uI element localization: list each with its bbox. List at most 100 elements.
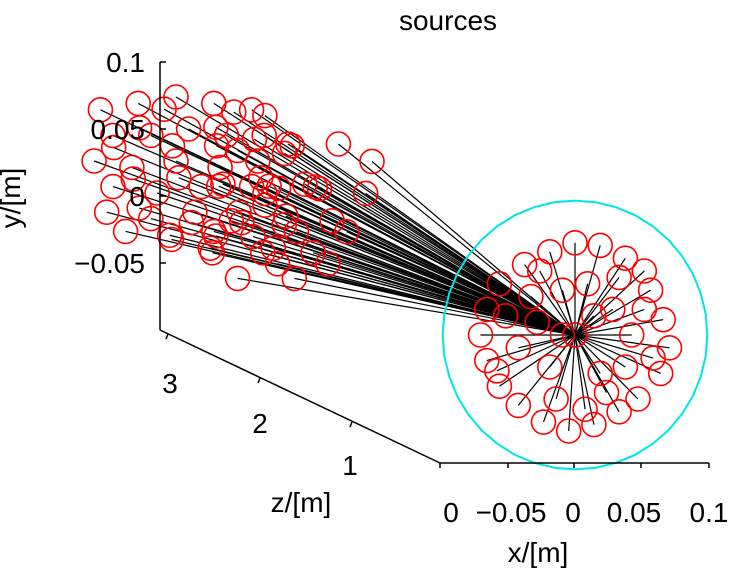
source-marker [333, 219, 360, 245]
source-line [496, 334, 576, 372]
source-line [574, 334, 608, 393]
source-line [338, 143, 576, 336]
source-line [574, 289, 651, 336]
source-marker [207, 154, 233, 181]
source-marker [144, 180, 170, 206]
source-marker [526, 258, 553, 284]
source-marker [315, 250, 341, 277]
source-line [574, 334, 639, 400]
y-tick-label: 0.1 [106, 47, 145, 78]
source-marker [486, 373, 513, 400]
source-marker [536, 354, 563, 380]
source-marker [467, 322, 494, 348]
source-marker [612, 354, 639, 380]
source-marker [166, 165, 192, 191]
source-marker [224, 265, 251, 292]
source-marker [606, 398, 632, 425]
chart-title: sources [399, 5, 497, 36]
source-marker [549, 322, 576, 348]
source-line [574, 334, 654, 359]
source-marker [120, 166, 147, 192]
source-marker [87, 97, 114, 123]
source-marker [203, 114, 229, 140]
source-marker [238, 173, 265, 200]
z-tick-mark [349, 421, 353, 428]
source-line [574, 334, 661, 374]
axes-layer: 0 −0.05 0 0.05 0.1 3 2 1 0.1 0.05 0 −0.05 [74, 47, 728, 528]
source-marker [112, 218, 139, 245]
source-marker [224, 137, 251, 164]
source-line [296, 231, 576, 336]
y-tick-label: −0.05 [74, 248, 145, 279]
source-line [518, 334, 576, 349]
source-marker [265, 175, 292, 202]
source-marker [188, 173, 214, 200]
source-marker [505, 392, 532, 419]
source-marker [151, 96, 177, 122]
z-tick-label: 1 [342, 450, 358, 481]
y-axis-label: y/[m] [0, 168, 26, 229]
source-marker [555, 418, 582, 444]
array-center-marker [562, 322, 588, 348]
source-marker [210, 171, 236, 197]
source-line [574, 315, 595, 336]
source-line [284, 152, 576, 336]
z-axis-line [159, 329, 441, 464]
source-line [254, 138, 576, 336]
source-marker [518, 283, 544, 310]
source-marker [156, 222, 183, 249]
source-marker [631, 296, 658, 323]
source-line [574, 257, 626, 336]
x-tick-label: 0 [443, 497, 459, 528]
source-marker [536, 239, 563, 265]
source-line [365, 192, 576, 336]
source-marker [625, 386, 651, 412]
source-marker [581, 411, 607, 438]
source-marker [530, 409, 557, 435]
source-line [252, 236, 576, 336]
source-marker [593, 379, 620, 406]
source-marker [238, 97, 265, 123]
source-marker [587, 360, 614, 387]
source-marker [486, 270, 513, 297]
source-marker [126, 115, 153, 141]
source-marker [599, 296, 626, 323]
source-marker [291, 171, 318, 197]
source-marker [656, 334, 683, 361]
source-marker [93, 199, 120, 225]
source-marker [640, 345, 666, 371]
source-line [233, 111, 576, 336]
source-line [237, 277, 576, 336]
source-marker [283, 219, 310, 245]
source-marker [306, 176, 333, 202]
source-marker [245, 148, 271, 174]
source-marker [271, 140, 298, 167]
source-marker [637, 277, 664, 304]
source-marker [572, 396, 598, 423]
z-tick-label: 3 [162, 368, 178, 399]
source-marker [240, 223, 266, 250]
source-marker [492, 302, 519, 329]
y-tick-label: 0.05 [91, 114, 146, 145]
source-marker [352, 180, 379, 207]
source-marker [205, 173, 232, 200]
source-marker [199, 240, 226, 266]
source-marker [126, 195, 153, 221]
source-marker [484, 358, 510, 384]
source-marker [220, 99, 247, 125]
x-tick-label: −0.05 [476, 497, 547, 528]
source-line [574, 334, 626, 368]
x-tick-label: 0 [565, 497, 581, 528]
source-line [139, 127, 576, 336]
source-marker [81, 148, 107, 174]
source-line [568, 334, 576, 432]
markers-layer [81, 84, 683, 444]
source-marker [581, 302, 607, 329]
z-tick-label: 2 [252, 408, 268, 439]
source-line [549, 334, 576, 368]
source-marker [260, 235, 287, 261]
source-marker [562, 230, 588, 256]
z-tick-mark [257, 377, 261, 384]
source-marker [612, 245, 639, 272]
